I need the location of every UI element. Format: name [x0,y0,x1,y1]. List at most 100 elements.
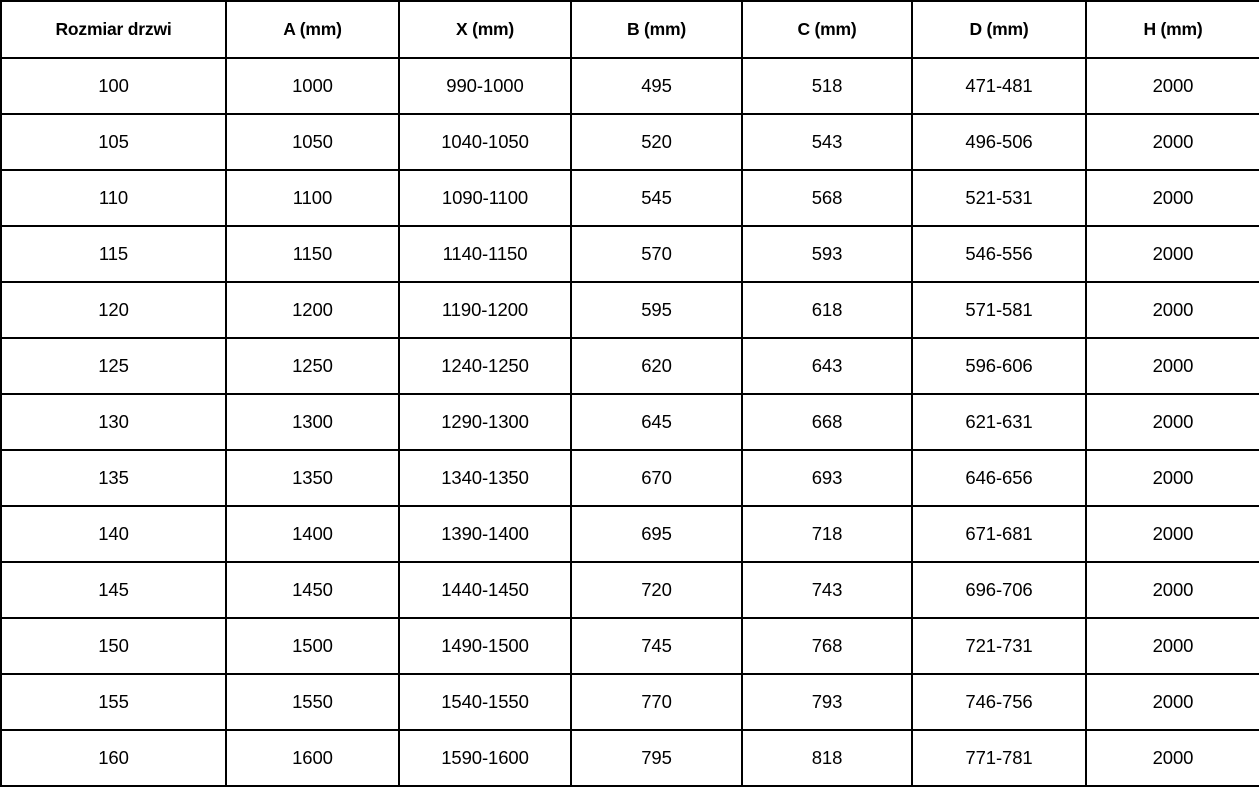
table-row: 120 1200 1190-1200 595 618 571-581 2000 [0,281,1259,339]
cell-size: 160 [0,729,227,787]
cell-b: 695 [570,505,743,563]
cell-h: 2000 [1085,673,1259,731]
table-row: 160 1600 1590-1600 795 818 771-781 2000 [0,729,1259,787]
cell-a: 1100 [225,169,400,227]
cell-c: 568 [741,169,913,227]
table-row: 100 1000 990-1000 495 518 471-481 2000 [0,57,1259,115]
cell-d: 471-481 [911,57,1087,115]
cell-h: 2000 [1085,617,1259,675]
cell-x: 1390-1400 [398,505,572,563]
cell-x: 1240-1250 [398,337,572,395]
cell-b: 645 [570,393,743,451]
cell-c: 793 [741,673,913,731]
cell-d: 671-681 [911,505,1087,563]
table-row: 125 1250 1240-1250 620 643 596-606 2000 [0,337,1259,395]
cell-d: 496-506 [911,113,1087,171]
column-header-d: D (mm) [911,0,1087,59]
cell-x: 1290-1300 [398,393,572,451]
cell-x: 1590-1600 [398,729,572,787]
cell-size: 130 [0,393,227,451]
cell-a: 1350 [225,449,400,507]
cell-size: 155 [0,673,227,731]
cell-d: 621-631 [911,393,1087,451]
table-row: 135 1350 1340-1350 670 693 646-656 2000 [0,449,1259,507]
cell-d: 696-706 [911,561,1087,619]
cell-h: 2000 [1085,281,1259,339]
cell-c: 693 [741,449,913,507]
cell-size: 105 [0,113,227,171]
cell-c: 518 [741,57,913,115]
cell-x: 1190-1200 [398,281,572,339]
table-header-row: Rozmiar drzwi A (mm) X (mm) B (mm) C (mm… [0,0,1259,59]
table-row: 155 1550 1540-1550 770 793 746-756 2000 [0,673,1259,731]
cell-d: 721-731 [911,617,1087,675]
cell-a: 1400 [225,505,400,563]
table-row: 130 1300 1290-1300 645 668 621-631 2000 [0,393,1259,451]
cell-b: 495 [570,57,743,115]
cell-h: 2000 [1085,57,1259,115]
cell-c: 543 [741,113,913,171]
cell-h: 2000 [1085,393,1259,451]
cell-d: 571-581 [911,281,1087,339]
cell-b: 620 [570,337,743,395]
cell-b: 745 [570,617,743,675]
cell-c: 768 [741,617,913,675]
column-header-c: C (mm) [741,0,913,59]
cell-d: 771-781 [911,729,1087,787]
cell-x: 1540-1550 [398,673,572,731]
cell-c: 618 [741,281,913,339]
cell-size: 150 [0,617,227,675]
cell-b: 795 [570,729,743,787]
cell-x: 1340-1350 [398,449,572,507]
cell-h: 2000 [1085,505,1259,563]
table-row: 105 1050 1040-1050 520 543 496-506 2000 [0,113,1259,171]
column-header-x: X (mm) [398,0,572,59]
cell-size: 125 [0,337,227,395]
cell-c: 818 [741,729,913,787]
cell-a: 1550 [225,673,400,731]
cell-a: 1300 [225,393,400,451]
cell-a: 1150 [225,225,400,283]
cell-x: 1490-1500 [398,617,572,675]
table-row: 115 1150 1140-1150 570 593 546-556 2000 [0,225,1259,283]
cell-d: 596-606 [911,337,1087,395]
column-header-h: H (mm) [1085,0,1259,59]
cell-size: 145 [0,561,227,619]
table-row: 140 1400 1390-1400 695 718 671-681 2000 [0,505,1259,563]
cell-c: 668 [741,393,913,451]
table-row: 145 1450 1440-1450 720 743 696-706 2000 [0,561,1259,619]
cell-size: 100 [0,57,227,115]
cell-d: 546-556 [911,225,1087,283]
table-row: 110 1100 1090-1100 545 568 521-531 2000 [0,169,1259,227]
cell-h: 2000 [1085,225,1259,283]
cell-c: 718 [741,505,913,563]
cell-a: 1450 [225,561,400,619]
cell-b: 720 [570,561,743,619]
cell-c: 743 [741,561,913,619]
cell-size: 110 [0,169,227,227]
cell-x: 1090-1100 [398,169,572,227]
cell-b: 670 [570,449,743,507]
column-header-a: A (mm) [225,0,400,59]
cell-h: 2000 [1085,729,1259,787]
cell-x: 1440-1450 [398,561,572,619]
cell-a: 1000 [225,57,400,115]
cell-a: 1050 [225,113,400,171]
cell-c: 643 [741,337,913,395]
cell-size: 135 [0,449,227,507]
cell-size: 115 [0,225,227,283]
cell-h: 2000 [1085,561,1259,619]
cell-h: 2000 [1085,337,1259,395]
cell-d: 646-656 [911,449,1087,507]
cell-b: 570 [570,225,743,283]
cell-size: 120 [0,281,227,339]
cell-b: 545 [570,169,743,227]
cell-size: 140 [0,505,227,563]
cell-a: 1250 [225,337,400,395]
cell-b: 595 [570,281,743,339]
cell-c: 593 [741,225,913,283]
cell-d: 746-756 [911,673,1087,731]
table-row: 150 1500 1490-1500 745 768 721-731 2000 [0,617,1259,675]
cell-x: 1040-1050 [398,113,572,171]
